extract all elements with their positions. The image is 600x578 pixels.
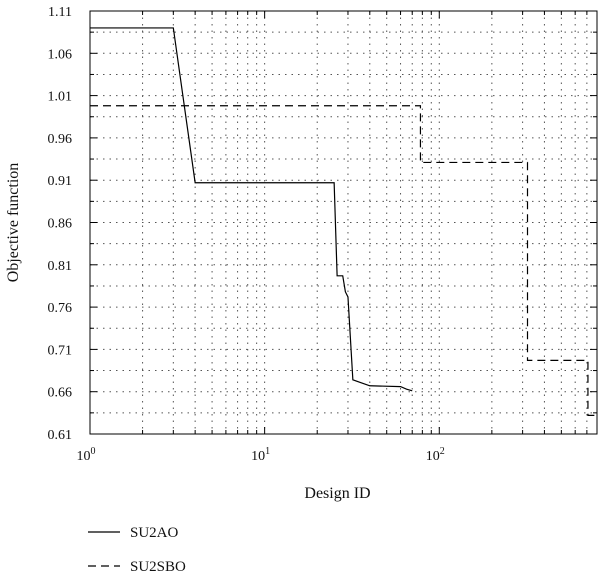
y-tick-label: 0.91 <box>48 174 73 189</box>
x-tick-labels: 100 101 102 <box>77 446 445 464</box>
y-tick-label: 1.06 <box>48 47 73 62</box>
y-tick-label: 0.86 <box>48 217 73 232</box>
series-line-su2sbo <box>90 105 597 416</box>
grid <box>90 11 597 434</box>
y-tick-label: 0.81 <box>48 259 73 274</box>
x-tick-label: 101 <box>251 446 270 464</box>
y-tick-label: 1.01 <box>48 90 73 105</box>
y-axis-title: Objective function <box>5 163 22 283</box>
legend-label: SU2AO <box>130 525 179 541</box>
series-line-su2ao <box>90 27 413 392</box>
y-tick-label: 0.76 <box>48 301 73 316</box>
y-tick-labels: 0.61 0.66 0.71 0.76 0.81 0.86 0.91 0.96 1.01 1.06… <box>48 5 73 443</box>
x-tick-label: 102 <box>426 446 445 464</box>
axis-ticks <box>89 10 598 435</box>
y-tick-label: 0.66 <box>48 386 73 401</box>
y-tick-label: 0.71 <box>48 343 73 358</box>
y-tick-label: 1.11 <box>48 5 72 20</box>
legend-label: SU2SBO <box>130 559 186 575</box>
y-tick-label: 0.61 <box>48 428 73 443</box>
plot-series <box>90 27 597 416</box>
x-tick-label: 100 <box>77 446 96 464</box>
y-tick-label: 0.96 <box>48 132 73 147</box>
x-axis-title: Design ID <box>304 485 370 502</box>
legend: SU2AO SU2SBO <box>88 525 186 575</box>
